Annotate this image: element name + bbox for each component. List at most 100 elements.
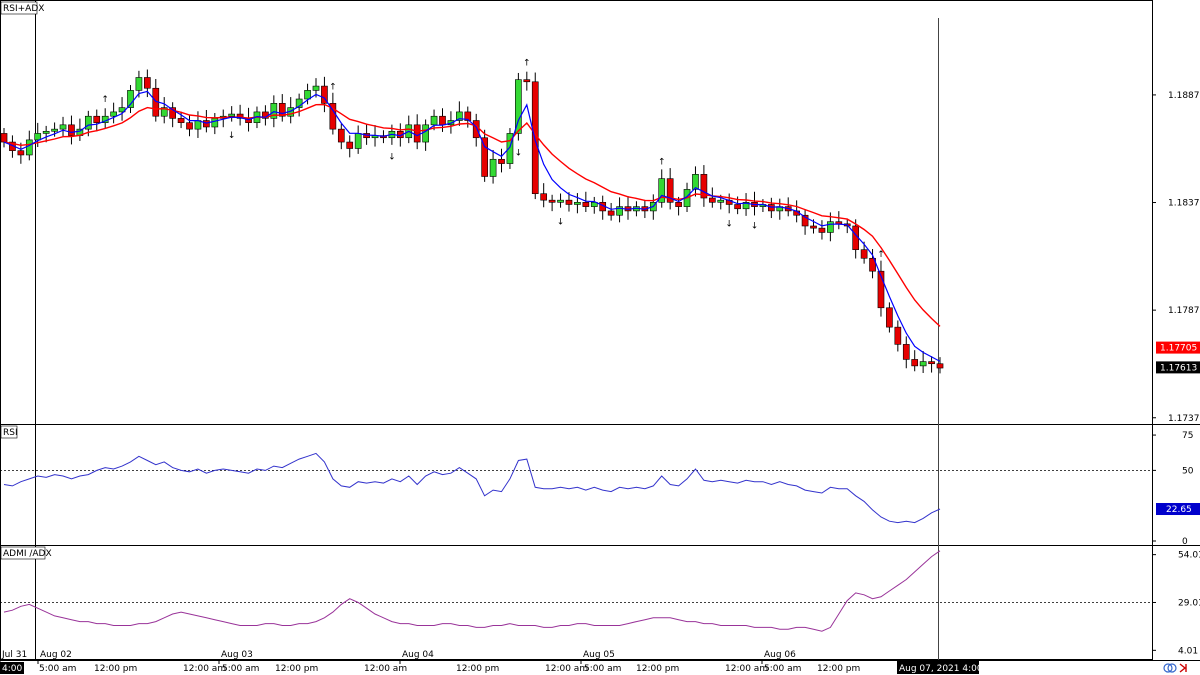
fractal-up-arrow: ↑ bbox=[523, 59, 531, 69]
candle-body bbox=[25, 139, 33, 156]
rsi-axis-label: 0 bbox=[1182, 537, 1188, 547]
link-icon-second-ring bbox=[1167, 663, 1177, 673]
candle-body bbox=[0, 133, 8, 143]
candle-body bbox=[321, 85, 328, 104]
price-axis-label: 1.17379 bbox=[1168, 414, 1200, 424]
candle-body bbox=[144, 77, 151, 89]
candle-body bbox=[456, 111, 463, 121]
candle-body bbox=[34, 133, 42, 141]
time-axis-time-label: 5:00 am bbox=[222, 664, 259, 674]
candle-body bbox=[236, 113, 244, 119]
candle-body bbox=[413, 124, 421, 143]
candle-body bbox=[430, 115, 438, 126]
adx-pane-title-box bbox=[0, 546, 46, 560]
candle-body bbox=[59, 124, 67, 130]
candle-body bbox=[734, 204, 741, 210]
fractal-down-arrow: ↓ bbox=[515, 148, 523, 158]
candle-body bbox=[472, 120, 480, 139]
candle-body bbox=[160, 107, 168, 117]
rsi-line bbox=[3, 452, 941, 524]
candle-body bbox=[658, 178, 666, 203]
candle-body bbox=[346, 141, 354, 149]
candle-body bbox=[93, 115, 101, 123]
time-axis-time-label: 12:00 am bbox=[364, 664, 407, 674]
candle-body bbox=[439, 115, 446, 126]
time-axis-time-label: 12:00 pm bbox=[636, 664, 679, 674]
candle-body bbox=[17, 150, 25, 156]
last-price-tag bbox=[1156, 361, 1200, 374]
time-axis-time-label: 4:00 am bbox=[2, 664, 39, 674]
time-axis-time-label: 12:00 am bbox=[725, 664, 768, 674]
candle-body bbox=[590, 202, 598, 207]
candle-body bbox=[177, 118, 185, 123]
fractal-up-arrow: ↑ bbox=[101, 95, 109, 105]
adx-axis-label: 54.01 bbox=[1178, 551, 1200, 561]
candle-body bbox=[860, 249, 868, 259]
candle-body bbox=[801, 214, 809, 227]
candle-body bbox=[329, 103, 337, 130]
rsi-pane-title: RSI bbox=[3, 428, 18, 438]
fractal-down-arrow: ↓ bbox=[228, 131, 236, 141]
fractal-up-arrow: ↑ bbox=[877, 250, 885, 260]
candle-body bbox=[607, 210, 615, 216]
candle-body bbox=[515, 79, 522, 134]
candle-body bbox=[877, 270, 885, 309]
time-axis-date-label: Aug 03 bbox=[221, 650, 253, 660]
candle-body bbox=[827, 221, 834, 233]
scroll-end-icon[interactable] bbox=[1179, 663, 1187, 673]
ma-fast-line bbox=[3, 90, 941, 362]
rsi-value-tag bbox=[1156, 503, 1200, 516]
time-axis-time-label: 12:00 am bbox=[545, 664, 588, 674]
time-axis-date-label: Aug 06 bbox=[764, 650, 796, 660]
chart-frame bbox=[0, 0, 1153, 660]
candle-body bbox=[68, 124, 75, 136]
candle-body bbox=[666, 178, 674, 203]
candle-body bbox=[278, 103, 286, 117]
candle-body bbox=[708, 197, 716, 203]
candle-body bbox=[228, 113, 236, 117]
candle-body bbox=[886, 307, 893, 328]
candle-body bbox=[312, 85, 320, 91]
price-axis-label: 1.17879 bbox=[1168, 306, 1200, 316]
fractal-down-arrow: ↓ bbox=[557, 217, 565, 227]
candle-body bbox=[582, 202, 590, 207]
ma-slow-price-tag bbox=[1156, 341, 1200, 354]
adx-line bbox=[3, 550, 941, 632]
fractal-down-arrow: ↓ bbox=[725, 219, 733, 229]
adx-axis-label: 4.01 bbox=[1178, 646, 1198, 656]
last-price-label: 1.17613 bbox=[1160, 363, 1197, 373]
rsi-axis-label: 75 bbox=[1182, 431, 1193, 441]
candle-body bbox=[902, 344, 910, 360]
time-axis-date-label: Aug 05 bbox=[583, 650, 615, 660]
time-axis-time-label: 5:00 am bbox=[764, 664, 801, 674]
cursor-time-box bbox=[897, 661, 979, 674]
candle-body bbox=[481, 137, 488, 177]
price-pane-title-box bbox=[0, 1, 38, 15]
ma-slow-line bbox=[3, 103, 941, 327]
candle-body bbox=[548, 199, 556, 203]
candle-body bbox=[692, 174, 699, 190]
candle-body bbox=[422, 124, 429, 143]
time-axis-time-label: 5:00 am bbox=[584, 664, 621, 674]
candle-body bbox=[869, 257, 876, 272]
candle-body bbox=[894, 326, 902, 345]
link-icon[interactable] bbox=[1163, 663, 1173, 673]
time-axis-date-label: Aug 04 bbox=[402, 650, 434, 660]
candle-body bbox=[464, 111, 472, 121]
candle-body bbox=[211, 118, 219, 128]
fractal-down-arrow: ↓ bbox=[751, 222, 759, 232]
candle-body bbox=[51, 128, 58, 132]
time-axis-date-label: Aug 02 bbox=[40, 650, 72, 660]
candle-body bbox=[337, 128, 345, 143]
rsi-pane-title-box bbox=[0, 425, 18, 439]
candle-body bbox=[742, 202, 750, 210]
fractal-down-arrow: ↓ bbox=[388, 153, 396, 163]
cursor-time-label: Aug 07, 2021 4:00 am bbox=[899, 664, 1000, 674]
time-axis-time-label: 5:00 am bbox=[39, 664, 76, 674]
candle-body bbox=[110, 111, 117, 117]
adx-axis-label: 29.01 bbox=[1178, 598, 1200, 608]
ma-slow-price-label: 1.17705 bbox=[1160, 344, 1197, 354]
candle-body bbox=[717, 199, 725, 203]
